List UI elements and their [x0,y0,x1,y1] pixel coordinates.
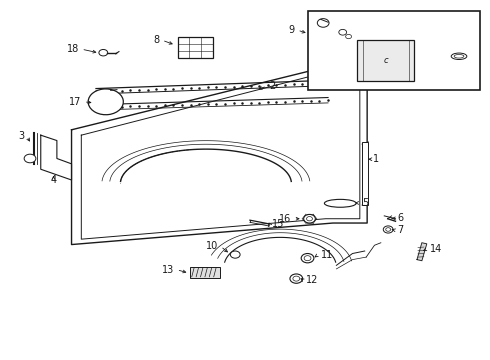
Text: 11: 11 [321,249,333,260]
Text: 16: 16 [279,214,292,224]
Bar [357,40,414,81]
Circle shape [293,276,300,281]
Text: 12: 12 [306,275,318,285]
Circle shape [304,256,311,261]
Circle shape [99,49,108,56]
Circle shape [307,217,313,221]
Text: 6: 6 [397,213,404,223]
Circle shape [230,251,240,258]
Bar [308,12,480,90]
Circle shape [386,228,391,231]
Bar [362,142,368,205]
Text: 2: 2 [270,81,276,91]
Circle shape [345,35,351,39]
Text: 8: 8 [153,35,159,45]
Text: 13: 13 [162,265,174,275]
Bar [190,267,220,278]
Bar [177,37,213,58]
Circle shape [24,154,36,163]
Text: 9: 9 [289,25,295,35]
Circle shape [304,215,316,223]
Text: 4: 4 [50,175,56,185]
Ellipse shape [454,54,464,58]
Text: 15: 15 [272,220,285,229]
Circle shape [290,274,303,283]
Text: 3: 3 [18,131,24,141]
Ellipse shape [324,199,356,207]
Text: 5: 5 [362,198,368,208]
Circle shape [301,253,314,263]
Text: 18: 18 [67,44,79,54]
Circle shape [383,226,393,233]
Circle shape [318,19,329,27]
Polygon shape [417,243,427,261]
Text: c: c [383,57,388,66]
Text: 1: 1 [373,154,379,164]
Ellipse shape [88,89,123,115]
Text: 14: 14 [430,244,442,254]
Text: 17: 17 [69,97,81,107]
Circle shape [339,30,346,35]
Text: 7: 7 [397,225,404,235]
Text: 10: 10 [206,241,218,251]
Ellipse shape [451,53,467,59]
